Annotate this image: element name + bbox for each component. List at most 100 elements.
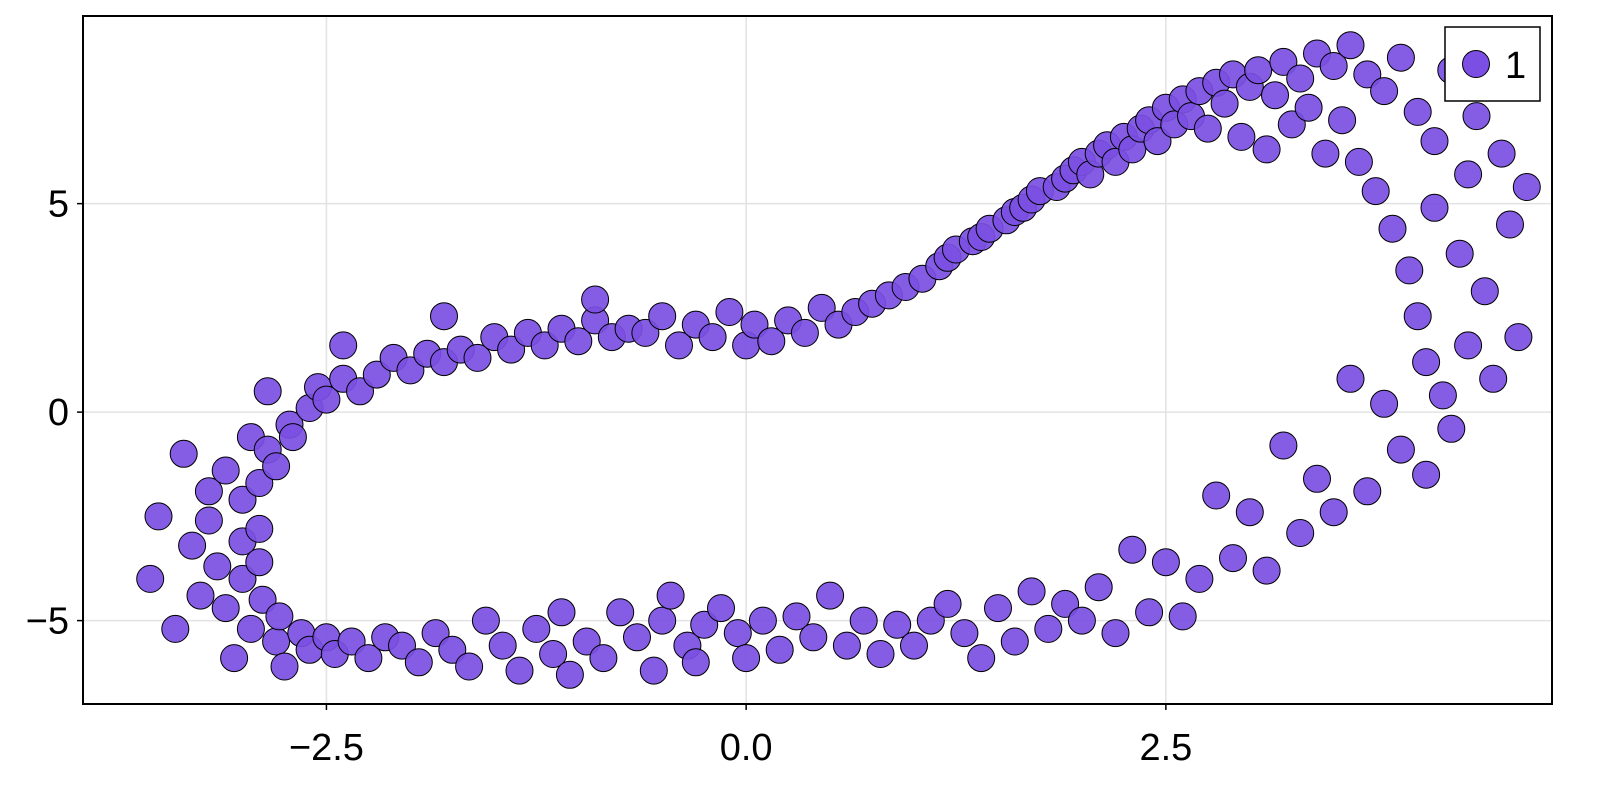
x-axis-ticks: −2.5 0.0 2.5 xyxy=(289,704,1192,769)
data-point xyxy=(1261,81,1289,110)
data-point xyxy=(1420,193,1449,222)
data-point xyxy=(396,356,425,385)
data-point xyxy=(1286,64,1315,93)
data-point xyxy=(438,635,467,664)
data-point xyxy=(488,631,517,660)
data-point xyxy=(278,423,307,452)
data-point xyxy=(169,439,198,468)
data-point xyxy=(194,477,223,506)
data-point xyxy=(1462,102,1491,131)
data-point xyxy=(388,631,416,660)
data-point xyxy=(631,318,660,347)
data-point xyxy=(1496,210,1524,239)
data-point xyxy=(1512,173,1541,201)
data-point xyxy=(270,652,299,681)
data-point xyxy=(967,644,996,673)
data-point xyxy=(1252,135,1281,164)
data-point xyxy=(1084,573,1113,602)
data-point xyxy=(648,606,677,635)
data-point xyxy=(698,323,727,352)
data-point xyxy=(194,506,223,535)
data-point xyxy=(832,631,861,660)
data-point xyxy=(748,606,777,635)
data-point xyxy=(1101,619,1130,648)
data-point xyxy=(715,298,744,326)
data-point xyxy=(1386,435,1415,464)
data-point xyxy=(1361,177,1390,206)
data-point xyxy=(1143,127,1172,156)
data-point xyxy=(707,594,735,623)
data-point xyxy=(883,610,912,639)
data-point xyxy=(455,652,484,681)
data-point xyxy=(648,302,677,331)
data-point xyxy=(354,644,383,673)
data-point xyxy=(1034,614,1063,643)
data-point xyxy=(799,623,828,652)
data-point xyxy=(1370,77,1399,106)
legend-marker xyxy=(1462,50,1490,78)
data-point xyxy=(530,331,559,360)
data-point xyxy=(1185,564,1214,593)
data-point xyxy=(1168,602,1197,631)
data-point xyxy=(1319,52,1348,80)
data-point xyxy=(1403,97,1432,126)
data-point xyxy=(471,606,500,635)
y-tick-label: 0 xyxy=(48,392,69,434)
data-point xyxy=(245,514,274,543)
data-point xyxy=(262,452,291,481)
data-point xyxy=(866,640,895,668)
data-point xyxy=(312,385,341,414)
data-point xyxy=(211,456,240,485)
data-point xyxy=(329,331,358,360)
y-tick-label: −5 xyxy=(26,601,69,643)
data-point xyxy=(950,619,979,648)
data-point xyxy=(1344,147,1373,176)
data-point xyxy=(203,552,232,581)
data-point xyxy=(136,564,165,593)
data-point xyxy=(262,627,291,656)
data-point xyxy=(606,598,635,627)
legend: 1 xyxy=(1444,26,1541,102)
data-point xyxy=(1504,323,1533,352)
data-point xyxy=(623,623,651,652)
data-point xyxy=(228,485,257,514)
data-point xyxy=(690,610,719,639)
y-axis-ticks: −5 0 5 xyxy=(26,184,83,643)
data-point xyxy=(211,594,240,623)
data-point xyxy=(1118,535,1147,564)
data-point xyxy=(782,602,811,631)
x-tick-label: 2.5 xyxy=(1139,727,1192,769)
data-point xyxy=(681,648,710,677)
data-point xyxy=(984,594,1012,623)
data-point xyxy=(220,644,249,673)
data-point xyxy=(1412,460,1441,489)
data-point xyxy=(1353,60,1382,89)
data-point xyxy=(228,564,257,593)
x-tick-label: −2.5 xyxy=(289,727,364,769)
data-point xyxy=(1135,598,1164,627)
data-point xyxy=(1403,302,1432,331)
x-tick-label: 0.0 xyxy=(720,727,773,769)
data-point xyxy=(1202,481,1231,510)
data-point xyxy=(1210,89,1239,118)
y-tick-label: 5 xyxy=(48,184,69,226)
data-point xyxy=(1303,464,1331,493)
data-point xyxy=(253,377,282,406)
data-point xyxy=(1420,127,1449,156)
data-point xyxy=(1470,277,1499,306)
data-point xyxy=(1269,431,1298,460)
data-point xyxy=(178,531,207,560)
data-point xyxy=(421,619,450,648)
data-point xyxy=(161,614,190,643)
data-point xyxy=(639,656,668,685)
data-point xyxy=(732,644,761,673)
data-point xyxy=(539,640,568,668)
data-point xyxy=(589,644,618,673)
data-points xyxy=(136,31,1541,689)
data-point xyxy=(497,335,526,364)
legend-box xyxy=(1444,26,1541,102)
data-point xyxy=(430,302,458,331)
data-point xyxy=(740,310,769,339)
data-point xyxy=(1454,160,1483,189)
data-point xyxy=(572,627,601,656)
